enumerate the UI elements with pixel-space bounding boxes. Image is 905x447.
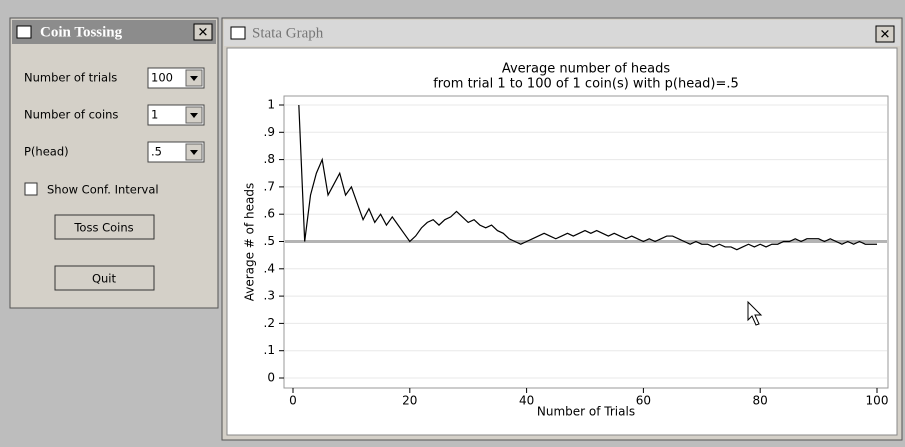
button-label: Toss Coins [73,221,133,235]
y-tick-label: .6 [264,207,275,221]
y-tick-label: .5 [264,234,275,248]
x-tick-label: 60 [636,394,651,408]
close-icon: ✕ [198,26,209,41]
dropdown-value: 100 [151,71,173,85]
checkbox-label: Show Conf. Interval [47,183,159,197]
y-axis-label: Average # of heads [243,183,257,302]
x-tick-label: 20 [402,394,417,408]
dropdown-value: 1 [151,108,158,122]
dialog-title: Coin Tossing [40,24,123,40]
window-icon [17,26,31,38]
y-tick-label: .8 [264,152,275,166]
x-axis-label: Number of Trials [537,405,635,419]
chart-subtitle: from trial 1 to 100 of 1 coin(s) with p(… [433,77,739,92]
chart-title: Average number of heads [502,62,671,77]
y-tick-label: .7 [264,179,275,193]
dropdown-value: .5 [151,145,162,159]
y-tick-label: .2 [264,316,275,330]
checkbox[interactable] [25,183,37,195]
x-tick-label: 80 [753,394,768,408]
y-tick-label: .3 [264,289,275,303]
y-tick-label: .4 [264,261,275,275]
close-icon: ✕ [880,28,891,43]
x-tick-label: 100 [866,394,889,408]
page: Coin Tossing ✕ Number of trials100Number… [0,0,905,447]
x-tick-label: 0 [289,394,297,408]
window-icon [231,27,245,39]
window-title: Stata Graph [252,25,324,41]
y-tick-label: 0 [267,371,275,385]
y-tick-label: .1 [264,343,275,357]
button-label: Quit [92,272,117,286]
graph-titlebar [224,20,900,46]
y-tick-label: .9 [264,125,275,139]
field-label: P(head) [24,145,69,159]
field-label: Number of trials [24,71,117,85]
screen: Coin Tossing ✕ Number of trials100Number… [0,0,905,447]
y-tick-label: 1 [267,98,275,112]
field-label: Number of coins [24,108,118,122]
x-tick-label: 40 [519,394,534,408]
dialog [10,18,218,308]
